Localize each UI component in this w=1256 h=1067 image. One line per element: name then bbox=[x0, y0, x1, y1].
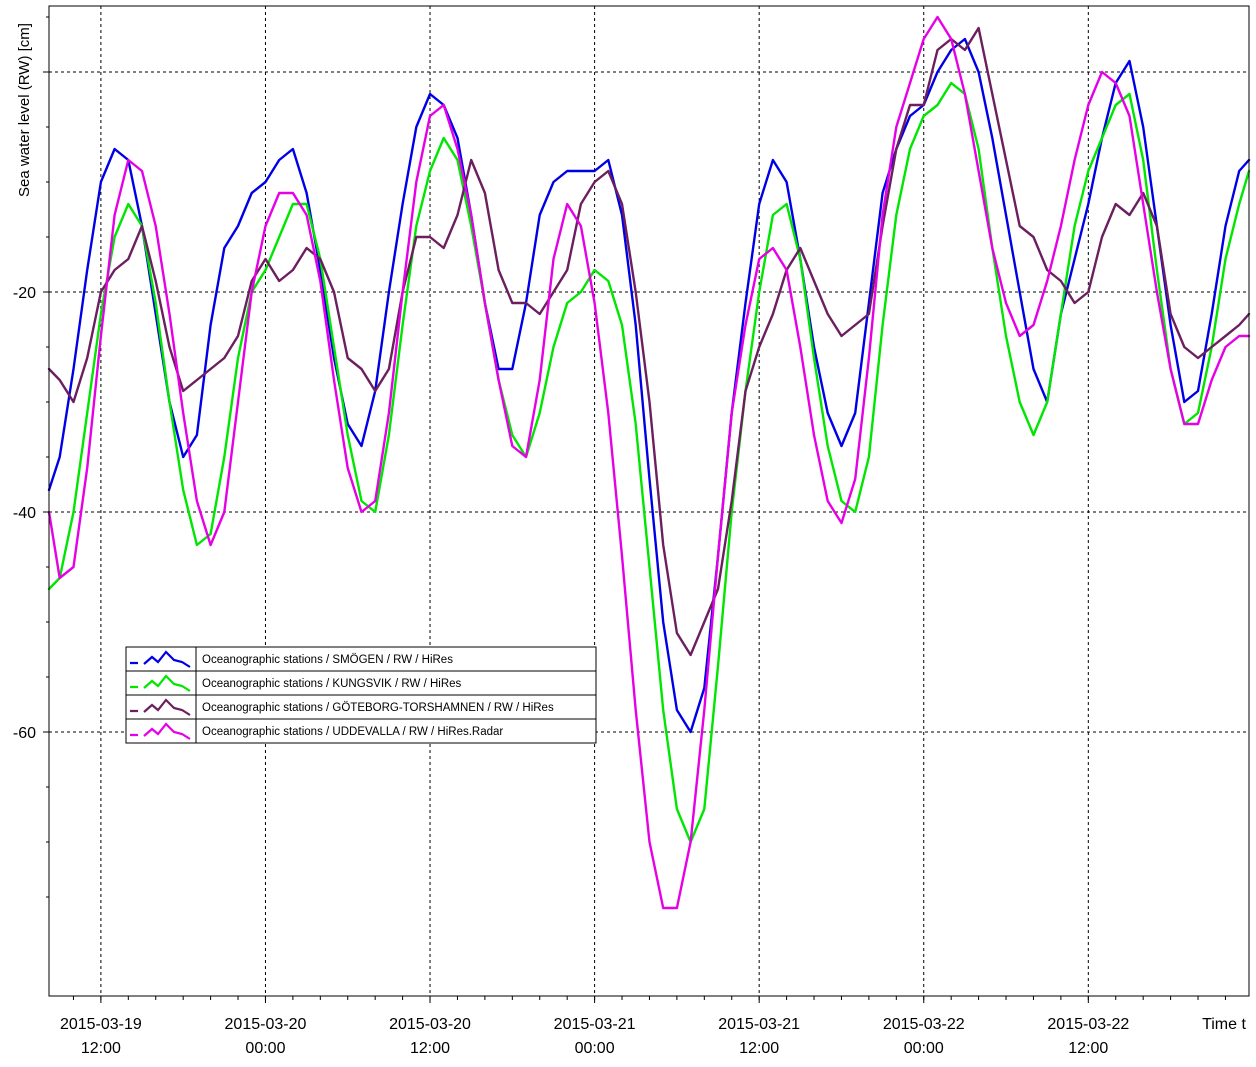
x-tick-date: 2015-03-21 bbox=[554, 1016, 636, 1033]
y-axis-label: Sea water level (RW) [cm] bbox=[16, 23, 33, 197]
x-tick-hour: 00:00 bbox=[245, 1040, 285, 1057]
legend-label: Oceanographic stations / SMÖGEN / RW / H… bbox=[202, 654, 453, 666]
x-axis-label: Time t bbox=[1202, 1016, 1246, 1033]
legend-label: Oceanographic stations / KUNGSVIK / RW /… bbox=[202, 678, 462, 690]
legend: Oceanographic stations / SMÖGEN / RW / H… bbox=[125, 646, 597, 744]
series-line-2 bbox=[47, 81, 1251, 844]
x-tick-hour: 12:00 bbox=[81, 1040, 121, 1057]
series-line-3 bbox=[47, 26, 1251, 657]
y-tick-label: -20 bbox=[13, 285, 36, 302]
legend-item: Oceanographic stations / SMÖGEN / RW / H… bbox=[130, 650, 453, 668]
x-tick-date: 2015-03-20 bbox=[389, 1016, 471, 1033]
x-tick-date: 2015-03-20 bbox=[225, 1016, 307, 1033]
series-line-1 bbox=[47, 37, 1251, 734]
plot-frame bbox=[48, 5, 1250, 997]
x-tick-date: 2015-03-21 bbox=[718, 1016, 800, 1033]
legend-swatch bbox=[130, 722, 191, 740]
series-line-4 bbox=[47, 15, 1251, 910]
y-tick-label: -60 bbox=[13, 725, 36, 742]
x-tick-hour: 00:00 bbox=[904, 1040, 944, 1057]
y-tick-label: -40 bbox=[13, 505, 36, 522]
y-axis: -60 -40 -20 bbox=[13, 16, 49, 898]
x-tick-date: 2015-03-22 bbox=[883, 1016, 965, 1033]
legend-label: Oceanographic stations / GÖTEBORG-TORSHA… bbox=[202, 702, 554, 714]
legend-swatch bbox=[130, 650, 191, 668]
legend-swatch bbox=[130, 674, 191, 692]
legend-swatch bbox=[130, 698, 191, 716]
x-tick-hour: 12:00 bbox=[739, 1040, 779, 1057]
legend-item: Oceanographic stations / GÖTEBORG-TORSHA… bbox=[130, 698, 554, 716]
x-tick-date: 2015-03-19 bbox=[60, 1016, 142, 1033]
series-lines bbox=[47, 15, 1251, 910]
legend-item: Oceanographic stations / KUNGSVIK / RW /… bbox=[130, 674, 462, 692]
legend-item: Oceanographic stations / UDDEVALLA / RW … bbox=[130, 722, 503, 740]
legend-label: Oceanographic stations / UDDEVALLA / RW … bbox=[202, 726, 503, 738]
x-axis: 2015-03-19 12:00 2015-03-20 00:00 2015-03-20… bbox=[60, 996, 1226, 1057]
grid bbox=[49, 6, 1249, 996]
x-tick-hour: 12:00 bbox=[410, 1040, 450, 1057]
x-tick-hour: 12:00 bbox=[1068, 1040, 1108, 1057]
x-tick-date: 2015-03-22 bbox=[1047, 1016, 1129, 1033]
x-tick-hour: 00:00 bbox=[575, 1040, 615, 1057]
